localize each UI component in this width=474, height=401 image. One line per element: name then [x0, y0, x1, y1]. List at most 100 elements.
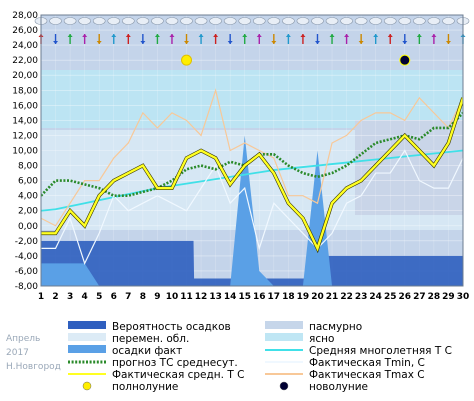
y-tick-label: 10,00: [12, 147, 38, 157]
cloud-icon: [354, 17, 368, 25]
legend-label: новолуние: [309, 381, 368, 393]
legend-label: осадки факт: [112, 345, 182, 357]
new-moon-marker: [399, 54, 411, 66]
legend-label: Средняя многолетняя Т С: [309, 345, 452, 357]
legend-label: полнолуние: [112, 381, 178, 393]
legend-swatch: [68, 333, 106, 341]
wind-arrow-head-icon: [300, 34, 306, 37]
legend-label: пасмурно: [309, 321, 362, 333]
series-tmin: [41, 149, 463, 266]
y-tick-label: -4,00: [15, 252, 39, 262]
wind-arrow-head-icon: [344, 34, 350, 37]
y-tick-label: 24,00: [12, 41, 38, 51]
y-tick-label: 14,00: [12, 116, 38, 126]
wind-arrow-head-icon: [242, 34, 248, 37]
legend-swatch: [68, 345, 106, 353]
wind-arrow-head-icon: [329, 34, 335, 37]
cloud-icon: [383, 17, 397, 25]
y-tick-label: 28,00: [12, 11, 38, 21]
wind-arrow-head-icon: [82, 34, 88, 37]
x-tick-label: 25: [384, 292, 397, 302]
x-tick-label: 6: [111, 292, 117, 302]
cloud-icon: [151, 17, 164, 25]
wind-arrow-head-icon: [256, 34, 262, 37]
wind-arrow-head-icon: [213, 34, 219, 37]
x-tick-label: 28: [428, 292, 441, 302]
cloud-icon: [427, 17, 441, 25]
x-tick-label: 2: [52, 292, 58, 302]
wind-arrow-head-icon: [285, 34, 291, 37]
wind-arrow-head-icon: [169, 34, 175, 37]
legend-label: ясно: [309, 333, 334, 345]
y-axis-ticks: 28,00 26,00 24,00 22,00 20,00 18,00 16,00 14,00…: [12, 11, 38, 292]
cloud-icon: [311, 17, 324, 25]
legend-swatch: [265, 333, 303, 341]
legend-item: осадки факт: [68, 345, 182, 357]
x-tick-label: 20: [311, 292, 324, 302]
wind-arrow-head-icon: [445, 41, 451, 44]
legend-item: полнолуние: [82, 381, 178, 393]
x-tick-label: 12: [195, 292, 208, 302]
series-layer: [41, 88, 463, 286]
series-tmax: [41, 88, 463, 227]
wind-arrow-head-icon: [227, 41, 233, 44]
cloud-icon: [194, 17, 208, 25]
x-tick-label: 21: [326, 292, 339, 302]
x-tick-label: 24: [369, 292, 382, 302]
wind-arrow-head-icon: [140, 41, 146, 44]
series-tavg: [41, 97, 463, 252]
legend-item: Фактическая Tmax С: [265, 369, 425, 381]
cloud-icon: [107, 17, 121, 25]
y-tick-label: 2,00: [18, 207, 38, 217]
legend-item: Фактическая Tmin, С: [265, 357, 425, 369]
meta-city: Н.Новгород: [6, 362, 61, 372]
cloud-icon: [267, 17, 281, 25]
wind-arrow-head-icon: [402, 41, 408, 44]
legend-label: перемен. обл.: [112, 333, 189, 345]
y-tick-label: 22,00: [12, 56, 38, 66]
legend-item: ясно: [265, 333, 334, 345]
y-tick-label: 16,00: [12, 101, 38, 111]
cloud-icon: [136, 17, 150, 25]
x-tick-label: 16: [253, 292, 266, 302]
legend-label: Вероятность осадков: [112, 321, 231, 333]
y-tick-label: 4,00: [18, 192, 38, 202]
y-tick-label: -6,00: [15, 267, 39, 277]
x-tick-label: 26: [399, 292, 412, 302]
wind-arrow-head-icon: [154, 34, 160, 37]
x-tick-label: 29: [442, 292, 455, 302]
legend-item: новолуние: [279, 381, 368, 393]
wind-arrow-head-icon: [96, 41, 102, 44]
series-precip-actual: [41, 135, 463, 286]
x-axis-ticks: 1 2 3 4 5 6 7 8 9 10 11 12 13 14 15 16 17 18 19 20 21 22 23 24 2…: [38, 292, 469, 302]
legend-label: Фактическая Tmax С: [309, 369, 425, 381]
x-tick-label: 14: [224, 292, 237, 302]
y-tick-label: 0,00: [18, 222, 38, 232]
legend-item: Вероятность осадков: [68, 321, 231, 333]
cloud-icon: [92, 17, 106, 25]
y-tick-label: 20,00: [12, 71, 38, 81]
cloud-icon: [252, 17, 266, 25]
cloud-icon: [165, 17, 179, 25]
legend: Вероятность осадков пасмурно перемен. обл.…: [68, 321, 452, 393]
legend-swatch: [82, 381, 92, 391]
cloud-icon: [325, 17, 339, 25]
x-tick-label: 5: [96, 292, 102, 302]
weather-icons-row: [34, 17, 470, 44]
cloud-icon: [63, 17, 77, 25]
wind-arrow-head-icon: [314, 41, 320, 44]
cloud-icon: [442, 17, 455, 25]
cloud-icon: [296, 17, 310, 25]
meta-year: 2017: [6, 348, 29, 358]
cloud-icon: [282, 17, 295, 25]
x-tick-label: 1: [38, 292, 44, 302]
legend-item: перемен. обл.: [68, 333, 189, 345]
x-tick-label: 30: [457, 292, 470, 302]
wind-arrow-head-icon: [198, 34, 204, 37]
legend-item: Средняя многолетняя Т С: [265, 345, 452, 357]
x-tick-label: 22: [340, 292, 353, 302]
cloud-icon: [180, 17, 193, 25]
cloud-icon: [398, 17, 412, 25]
x-tick-label: 10: [166, 292, 179, 302]
